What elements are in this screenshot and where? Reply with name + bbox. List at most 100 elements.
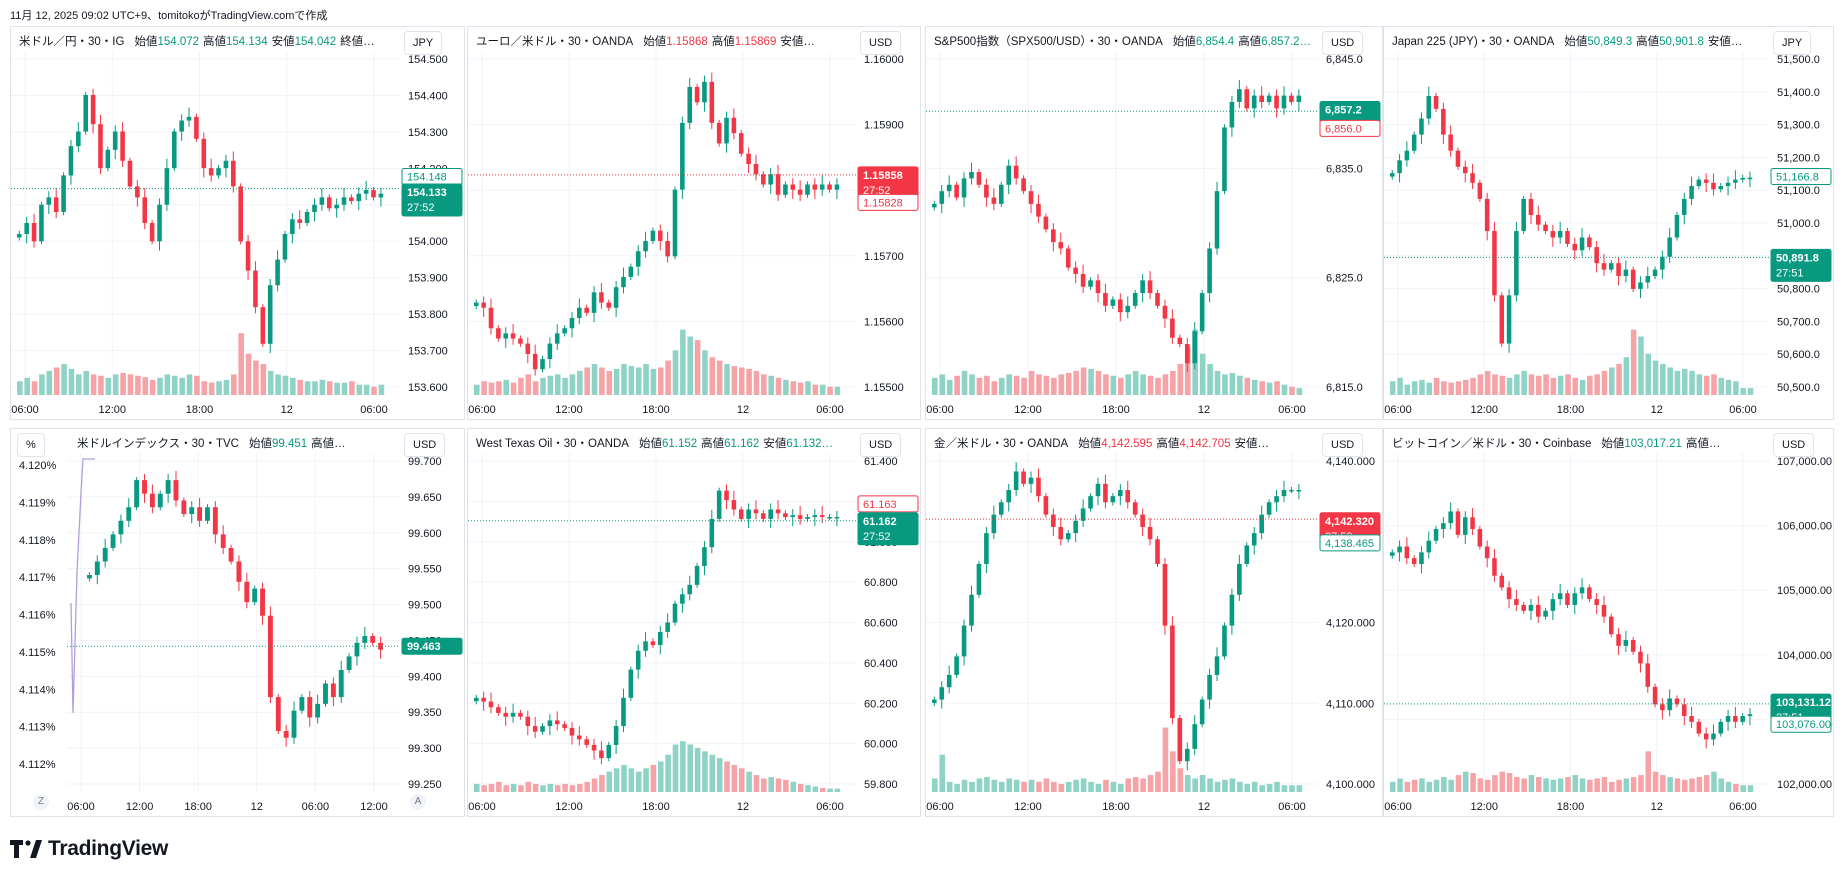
- volume-bar: [1682, 368, 1688, 395]
- volume-bar: [1484, 779, 1491, 792]
- candle-body: [665, 622, 670, 632]
- candle-body: [540, 726, 545, 732]
- volume-bar: [488, 382, 495, 395]
- candle-body: [1674, 698, 1680, 705]
- auto-scale-badge[interactable]: A: [410, 794, 426, 810]
- chart-panel[interactable]: 6,845.0 6,835.0 6,825.0 6,815.0 06:00 12:00 18…: [925, 26, 1383, 420]
- candle-body: [969, 594, 974, 626]
- price-tag: [1319, 534, 1381, 552]
- symbol-legend[interactable]: ビットコイン／米ドル・30・Coinbase 始値103,017.21 高値…: [1392, 435, 1720, 451]
- y-tick-label: 105,000.00: [1777, 585, 1832, 597]
- volume-bar: [83, 370, 89, 395]
- symbol-legend[interactable]: West Texas Oil・30・OANDA 始値61.152 高値61.162 安…: [476, 435, 833, 451]
- symbol-name[interactable]: 金／米ドル・30・OANDA: [934, 438, 1069, 450]
- volume-bar: [341, 382, 348, 395]
- x-tick-label: 12: [737, 404, 749, 416]
- x-tick-label: 06:00: [1384, 404, 1412, 416]
- chart-panel[interactable]: 51,500.0 51,400.0 51,300.0 51,200.0 51,100.0…: [1383, 26, 1834, 420]
- symbol-name[interactable]: Japan 225 (JPY)・30・OANDA: [1392, 36, 1555, 48]
- candle-body: [1110, 299, 1116, 306]
- volume-bar: [1711, 771, 1717, 792]
- currency-button[interactable]: JPY: [404, 31, 443, 55]
- volume-bar: [1521, 778, 1527, 792]
- volume-bar: [1147, 375, 1154, 395]
- volume-bar: [1733, 783, 1739, 792]
- volume-bar: [984, 375, 990, 395]
- candle-body: [1073, 520, 1078, 534]
- x-tick-label: 18:00: [1102, 801, 1130, 813]
- candle-body: [1006, 165, 1012, 185]
- symbol-legend[interactable]: 金／米ドル・30・OANDA 始値4,142.595 高値4,142.705 安値…: [934, 435, 1269, 451]
- volume-bar: [1147, 775, 1154, 792]
- y-tick-label: 50,600.0: [1777, 349, 1820, 361]
- volume-bar: [1088, 781, 1094, 792]
- ohlc-label: 始値: [1078, 438, 1102, 450]
- symbol-legend[interactable]: ユーロ／米ドル・30・OANDA 始値1.15868 高値1.15869 安値…: [476, 33, 815, 49]
- chart-panel[interactable]: 99.70099.65099.60099.55099.50099.45099.4…: [10, 428, 465, 817]
- currency-button[interactable]: USD: [1322, 433, 1364, 457]
- currency-button[interactable]: USD: [1322, 31, 1364, 55]
- candle-body: [1441, 108, 1446, 135]
- ohlc-value: 61.152: [661, 438, 698, 450]
- x-tick-label: 06:00: [1384, 801, 1412, 813]
- candle-body: [1397, 160, 1402, 174]
- chart-panel[interactable]: 154.500154.400154.300154.200154.100154.0…: [10, 26, 465, 420]
- zoom-badge[interactable]: Z: [33, 794, 49, 810]
- volume-bar: [1682, 779, 1688, 792]
- volume-bar: [1073, 779, 1079, 792]
- volume-bar: [1051, 377, 1057, 395]
- percent-scale-button[interactable]: %: [17, 433, 45, 457]
- chart-panel[interactable]: 4,140.0004,130.0004,120.0004,110.0004,10…: [925, 428, 1383, 817]
- symbol-legend[interactable]: 米ドル／円・30・IG 始値154.072 高値154.134 安値154.042 終値…: [19, 33, 375, 49]
- candle-body: [90, 94, 96, 125]
- chart-panel[interactable]: 61.40061.20061.00060.80060.60060.40060.2…: [467, 428, 921, 817]
- volume-bar: [1514, 777, 1520, 792]
- candle-body: [1289, 489, 1294, 492]
- volume-bar: [731, 764, 738, 792]
- volume-bar: [503, 379, 510, 395]
- volume-bar: [1125, 374, 1132, 395]
- symbol-legend[interactable]: 米ドルインデックス・30・TVC 始値99.451 高値…: [77, 435, 346, 451]
- candle-body: [976, 563, 982, 595]
- symbol-name[interactable]: ビットコイン／米ドル・30・Coinbase: [1392, 438, 1592, 450]
- price-tag: [857, 495, 919, 513]
- candle-body: [1411, 558, 1417, 565]
- y-tick-label: 6,835.0: [1326, 163, 1363, 175]
- volume-bar: [1703, 775, 1710, 792]
- candle-body: [260, 307, 266, 344]
- currency-button[interactable]: USD: [1773, 433, 1815, 457]
- symbol-name[interactable]: S&P500指数（SPX500/USD）・30・OANDA: [934, 36, 1163, 48]
- countdown: 27:51: [1776, 267, 1804, 279]
- volume-bar: [1170, 751, 1176, 792]
- currency-button[interactable]: USD: [860, 31, 902, 55]
- ohlc-label: 始値: [638, 438, 662, 450]
- volume-bar: [998, 377, 1005, 395]
- candle-body: [1514, 231, 1519, 296]
- volume-bar: [363, 384, 370, 395]
- candle-body: [1616, 634, 1621, 646]
- candle-body: [197, 507, 203, 521]
- candle-body: [797, 189, 803, 195]
- y-tick-label: 102,000.00: [1777, 779, 1832, 791]
- symbol-legend[interactable]: Japan 225 (JPY)・30・OANDA 始値50,849.3 高値50,9…: [1392, 33, 1742, 49]
- currency-button[interactable]: JPY: [1773, 31, 1812, 55]
- symbol-name[interactable]: West Texas Oil・30・OANDA: [476, 438, 629, 450]
- candle-body: [510, 712, 516, 717]
- candle-body: [1281, 95, 1287, 109]
- volume-bar: [1470, 773, 1476, 792]
- symbol-name[interactable]: 米ドル／円・30・IG: [19, 36, 125, 48]
- chart-panel[interactable]: 107,000.00 106,000.00 105,000.00 104,000.00…: [1383, 428, 1834, 817]
- currency-button[interactable]: USD: [404, 433, 446, 457]
- symbol-name[interactable]: ユーロ／米ドル・30・OANDA: [476, 36, 634, 48]
- volume-bar: [1140, 374, 1146, 395]
- candle-body: [805, 184, 810, 195]
- volume-bar: [1088, 368, 1094, 395]
- currency-button[interactable]: USD: [860, 433, 902, 457]
- volume-bar: [1110, 781, 1117, 792]
- candle-body: [783, 184, 788, 195]
- volume-bar: [297, 379, 304, 395]
- symbol-name[interactable]: 米ドルインデックス・30・TVC: [77, 438, 239, 450]
- symbol-legend[interactable]: S&P500指数（SPX500/USD）・30・OANDA 始値6,854.4 高値…: [934, 33, 1311, 49]
- volume-bar: [481, 785, 487, 792]
- chart-panel[interactable]: 1.160001.159001.158001.157001.156001.155…: [467, 26, 921, 420]
